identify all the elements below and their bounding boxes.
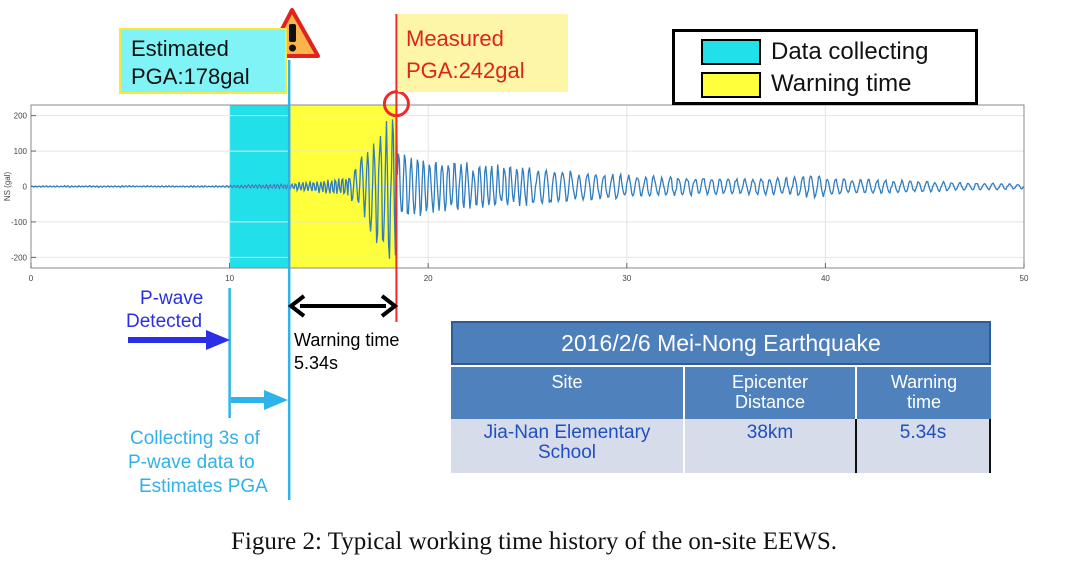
cell-warning-time: 5.34s: [857, 419, 991, 473]
collecting-label-line2: P-wave data to: [128, 452, 255, 473]
cell-site-line1: Jia-Nan Elementary: [483, 422, 651, 443]
y-axis-label: NS (gal): [3, 171, 12, 201]
table-title: 2016/2/6 Mei-Nong Earthquake: [451, 321, 991, 365]
legend-swatch-warning-time: [701, 72, 761, 98]
cell-distance: 38km: [685, 419, 857, 473]
legend-label-data-collecting: Data collecting: [771, 38, 929, 65]
y-tick-label: -100: [11, 218, 28, 227]
x-tick-label: 40: [821, 274, 830, 283]
cell-distance-value: 38km: [746, 422, 794, 443]
figure-caption: Figure 2: Typical working time history o…: [230, 528, 838, 555]
measured-pga-value: PGA:242gal: [406, 58, 525, 83]
x-tick-label: 0: [29, 274, 34, 283]
header-warning-time: Warning time: [857, 367, 991, 419]
measured-label: Measured: [406, 26, 504, 51]
warning-time-arrow: [287, 294, 399, 318]
y-tick-label: 200: [14, 112, 28, 121]
header-warning-line1: Warning: [890, 372, 958, 392]
y-tick-label: -200: [11, 253, 28, 262]
estimated-label: Estimated: [131, 36, 229, 61]
x-tick-label: 30: [622, 274, 631, 283]
warning-time-label: Warning time: [294, 330, 400, 350]
x-tick-label: 20: [424, 274, 433, 283]
legend-label-warning-time: Warning time: [771, 70, 912, 97]
header-warning-line2: time: [906, 392, 941, 412]
pwave-arrow: [128, 330, 230, 350]
y-tick-label: 0: [23, 183, 28, 192]
measured-pga-box: Measured PGA:242gal: [398, 14, 568, 92]
header-site-line1: Site: [551, 372, 583, 392]
header-site: Site: [451, 367, 685, 419]
legend-swatch-data-collecting: [701, 39, 761, 65]
legend: Data collecting Warning time: [672, 29, 978, 105]
cell-warning-value: 5.34s: [899, 422, 947, 443]
collecting-arrow: [231, 390, 288, 410]
cell-site-line2: School: [537, 442, 597, 463]
x-tick-label: 10: [225, 274, 234, 283]
collecting-label-line1: Collecting 3s of: [130, 428, 260, 449]
cell-site: Jia-Nan Elementary School: [451, 419, 685, 473]
header-epicenter-line2: Distance: [734, 392, 806, 412]
acceleration-trace: [30, 100, 1025, 259]
header-epicenter-distance: Epicenter Distance: [685, 367, 857, 419]
y-tick-label: 100: [14, 147, 28, 156]
warning-time-value: 5.34s: [294, 353, 339, 373]
estimated-pga-value: PGA:178gal: [131, 64, 250, 89]
estimated-pga-box: Estimated PGA:178gal: [119, 28, 287, 94]
header-epicenter-line1: Epicenter: [731, 372, 809, 392]
peak-marker: [382, 90, 410, 118]
pwave-label: P-wave: [140, 288, 204, 309]
collecting-label-line3: Estimates PGA: [139, 476, 268, 497]
x-tick-label: 50: [1020, 274, 1029, 283]
detected-label: Detected: [126, 311, 203, 332]
